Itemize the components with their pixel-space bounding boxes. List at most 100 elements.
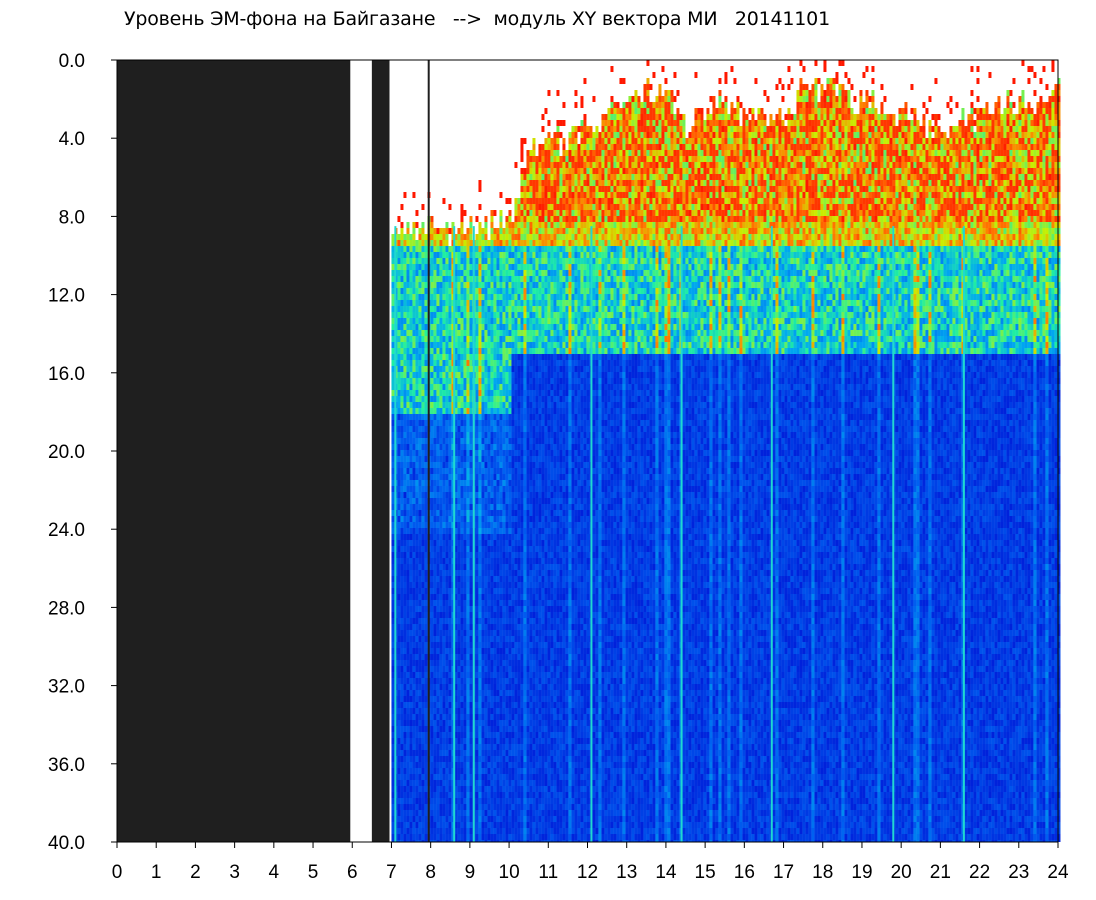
heatmap-cell [439,264,442,270]
heatmap-cell [430,474,433,480]
heatmap-cell [433,246,436,252]
heatmap-cell [403,330,406,336]
heatmap-cell [478,318,481,324]
heatmap-cell [493,486,496,492]
heatmap-cell [403,294,406,300]
heatmap-cell [484,582,487,588]
heatmap-cell [505,780,508,786]
heatmap-cell [532,450,535,456]
heatmap-cell [430,654,433,660]
heatmap-cell [436,252,439,258]
heatmap-cell [466,540,469,546]
heatmap-cell [412,660,415,666]
heatmap-cell [496,348,499,354]
heatmap-cell [484,588,487,594]
heatmap-cell [466,348,469,354]
heatmap-cell [457,678,460,684]
heatmap-cell [448,588,451,594]
heatmap-cell [529,258,532,264]
heatmap-cell [499,210,502,216]
heatmap-cell [514,654,517,660]
heatmap-cell [517,456,520,462]
heatmap-cell [517,612,520,618]
heatmap-cell [457,672,460,678]
heatmap-cell [517,618,520,624]
heatmap-cell [478,654,481,660]
heatmap-cell [439,588,442,594]
heatmap-cell [457,240,460,246]
heatmap-cell [496,798,499,804]
heatmap-cell [424,570,427,576]
heatmap-cell [412,756,415,762]
heatmap-cell [484,756,487,762]
heatmap-cell [496,480,499,486]
heatmap-cell [487,624,490,630]
heatmap-cell [505,768,508,774]
heatmap-cell [475,696,478,702]
heatmap-cell [397,612,400,618]
heatmap-cell [475,648,478,654]
heatmap-cell [442,228,445,234]
heatmap-cell [448,816,451,822]
heatmap-cell [484,324,487,330]
heatmap-cell [502,318,505,324]
heatmap-cell [403,420,406,426]
heatmap-cell [463,372,466,378]
heatmap-cell [487,516,490,522]
heatmap-cell [499,558,502,564]
heatmap-cell [442,786,445,792]
heatmap-cell [442,630,445,636]
heatmap-cell [424,786,427,792]
heatmap-cell [433,366,436,372]
heatmap-cell [463,552,466,558]
heatmap-cell [445,528,448,534]
heatmap-cell [466,780,469,786]
heatmap-cell [469,342,472,348]
heatmap-cell [412,276,415,282]
heatmap-cell [523,786,526,792]
heatmap-cell [445,408,448,414]
heatmap-cell [448,492,451,498]
heatmap-cell [520,684,523,690]
heatmap-cell [520,198,523,204]
heatmap-cell [481,834,484,840]
heatmap-cell [430,552,433,558]
heatmap-cell [520,366,523,372]
heatmap-cell [439,780,442,786]
heatmap-cell [397,726,400,732]
heatmap-cell [481,306,484,312]
heatmap-cell [499,714,502,720]
heatmap-cell [391,696,394,702]
heatmap-cell [475,744,478,750]
heatmap-cell [508,618,511,624]
heatmap-cell [496,756,499,762]
heatmap-cell [487,666,490,672]
heatmap-cell [400,702,403,708]
heatmap-cell [397,834,400,840]
heatmap-cell [481,354,484,360]
heatmap-cell [457,294,460,300]
heatmap-cell [511,588,514,594]
heatmap-cell [445,486,448,492]
heatmap-cell [418,834,421,840]
heatmap-cell [406,648,409,654]
heatmap-cell [421,246,424,252]
heatmap-cell [529,426,532,432]
heatmap-cell [481,666,484,672]
heatmap-cell [484,744,487,750]
heatmap-cell [457,624,460,630]
heatmap-cell [424,690,427,696]
heatmap-cell [532,288,535,294]
heatmap-cell [400,378,403,384]
heatmap-cell [391,378,394,384]
heatmap-cell [406,570,409,576]
heatmap-cell [490,438,493,444]
heatmap-cell [484,762,487,768]
heatmap-cell [517,348,520,354]
heatmap-cell [493,492,496,498]
heatmap-cell [523,816,526,822]
heatmap-cell [403,834,406,840]
heatmap-cell [505,762,508,768]
heatmap-cell [499,762,502,768]
heatmap-cell [508,318,511,324]
